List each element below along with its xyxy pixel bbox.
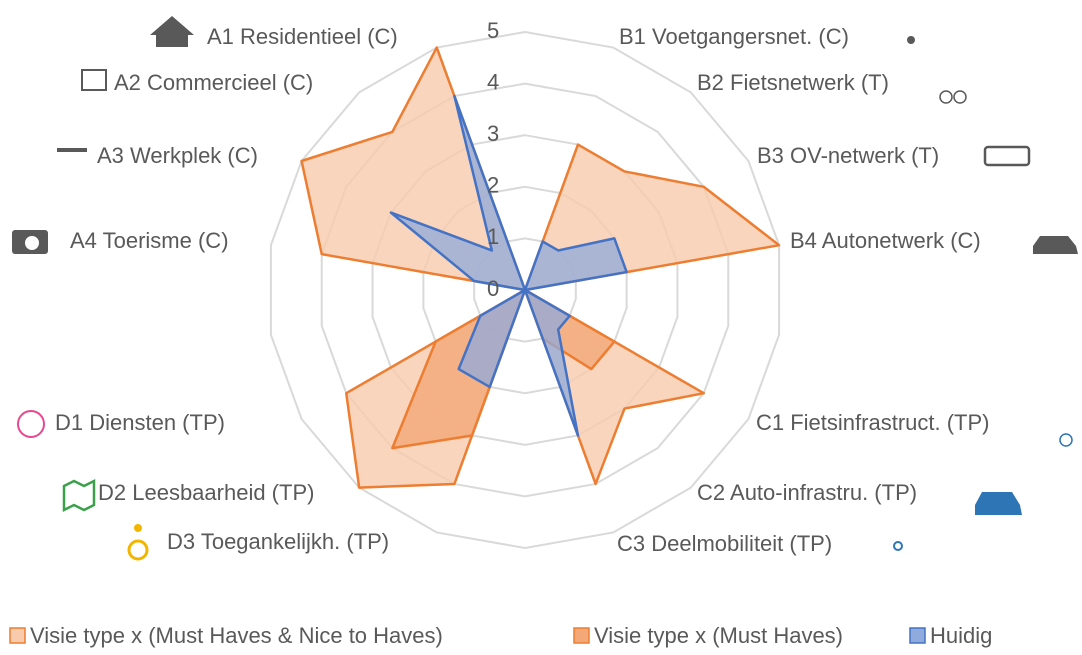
icon-desk	[57, 148, 87, 152]
icon-wheelchair	[127, 539, 149, 561]
icon-car	[975, 492, 1022, 515]
series	[300, 46, 781, 489]
category-label: A2 Commercieel (C)	[114, 70, 313, 95]
legend-label: Huidig	[930, 623, 992, 648]
icon-walk	[907, 36, 915, 44]
legend-swatch	[909, 627, 926, 644]
y-tick-label: 0	[487, 276, 499, 301]
legend-swatch	[9, 627, 26, 644]
category-label: B3 OV-netwerk (T)	[757, 143, 939, 168]
y-tick-label: 5	[487, 18, 499, 43]
category-label: C2 Auto-infrastru. (TP)	[697, 480, 917, 505]
category-label: B2 Fietsnetwerk (T)	[697, 70, 889, 95]
icon-house	[150, 16, 194, 47]
labels: 0 1 2 3 4 5 B1 Voetgangersnet. (C) B2 Fietsnetw…	[9, 18, 992, 648]
icons-colored	[17, 410, 1073, 561]
icon-wheelchair	[134, 524, 142, 532]
y-tick-label: 4	[487, 69, 499, 94]
icon-basket	[81, 69, 107, 91]
category-label: A4 Toerisme (C)	[70, 228, 229, 253]
icon-map	[62, 478, 96, 513]
y-tick-label: 3	[487, 121, 499, 146]
icon-info	[17, 410, 45, 438]
category-label: B1 Voetgangersnet. (C)	[619, 24, 849, 49]
icon-bike	[1059, 433, 1073, 447]
category-label: C1 Fietsinfrastruct. (TP)	[756, 410, 989, 435]
category-label: D2 Leesbaarheid (TP)	[98, 480, 314, 505]
y-tick-label: 1	[487, 224, 499, 249]
icon-car	[1033, 236, 1078, 254]
category-label: A3 Werkplek (C)	[97, 143, 258, 168]
category-label: B4 Autonetwerk (C)	[790, 228, 981, 253]
legend-swatch	[573, 627, 590, 644]
icon-bus	[983, 145, 1031, 167]
series-area	[389, 94, 628, 437]
icon-share	[893, 541, 903, 551]
icon-camera-lens	[25, 236, 39, 250]
legend-label: Visie type x (Must Haves)	[594, 623, 843, 648]
icon-bike	[953, 90, 967, 104]
category-label: C3 Deelmobiliteit (TP)	[617, 531, 832, 556]
icon-bike	[939, 90, 953, 104]
category-label: D1 Diensten (TP)	[55, 410, 225, 435]
legend-label: Visie type x (Must Haves & Nice to Haves…	[30, 623, 443, 648]
y-tick-label: 2	[487, 173, 499, 198]
category-label: A1 Residentieel (C)	[207, 24, 398, 49]
category-label: D3 Toegankelijkh. (TP)	[167, 529, 389, 554]
icons	[12, 16, 1078, 254]
